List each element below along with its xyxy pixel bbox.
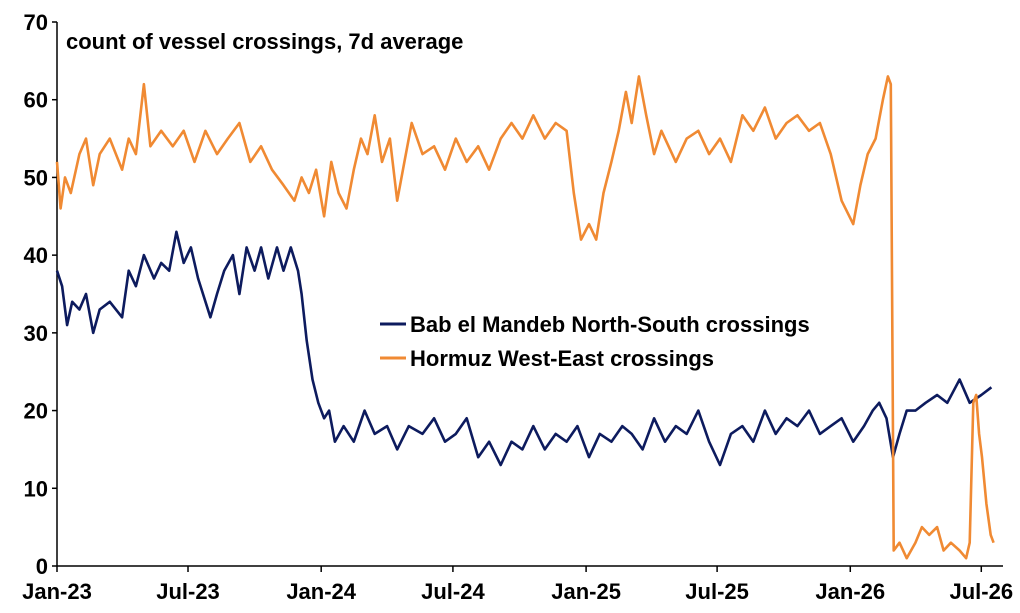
y-tick-label: 30 [24,321,48,346]
y-tick-label: 40 [24,243,48,268]
chart-legend: Bab el Mandeb North-South crossings Hormu… [380,312,810,371]
x-tick-label: Jul-24 [421,579,485,604]
legend-label: Hormuz West-East crossings [410,346,714,371]
x-tick-label: Jul-26 [949,579,1013,604]
legend-label: Bab el Mandeb North-South crossings [410,312,810,337]
x-tick-label: Jul-25 [685,579,749,604]
y-tick-label: 70 [24,10,48,35]
y-tick-label: 10 [24,476,48,501]
y-tick-label: 20 [24,399,48,424]
chart-title: count of vessel crossings, 7d average [66,29,463,54]
chart-axes: 0 10 20 30 40 50 60 70 Jan-23 Jul-23 Jan-24 Jul-24 J… [22,10,1013,604]
y-tick-label: 60 [24,88,48,113]
x-tick-label: Jul-23 [156,579,220,604]
x-tick-label: Jan-26 [815,579,885,604]
x-tick-label: Jan-24 [286,579,356,604]
series-line-bab-el-mandeb [55,230,993,467]
x-tick-label: Jan-23 [22,579,92,604]
series-line-hormuz [55,75,995,560]
x-tick-label: Jan-25 [551,579,621,604]
y-tick-label: 0 [36,554,48,579]
chart-series [55,75,995,560]
y-tick-label: 50 [24,165,48,190]
